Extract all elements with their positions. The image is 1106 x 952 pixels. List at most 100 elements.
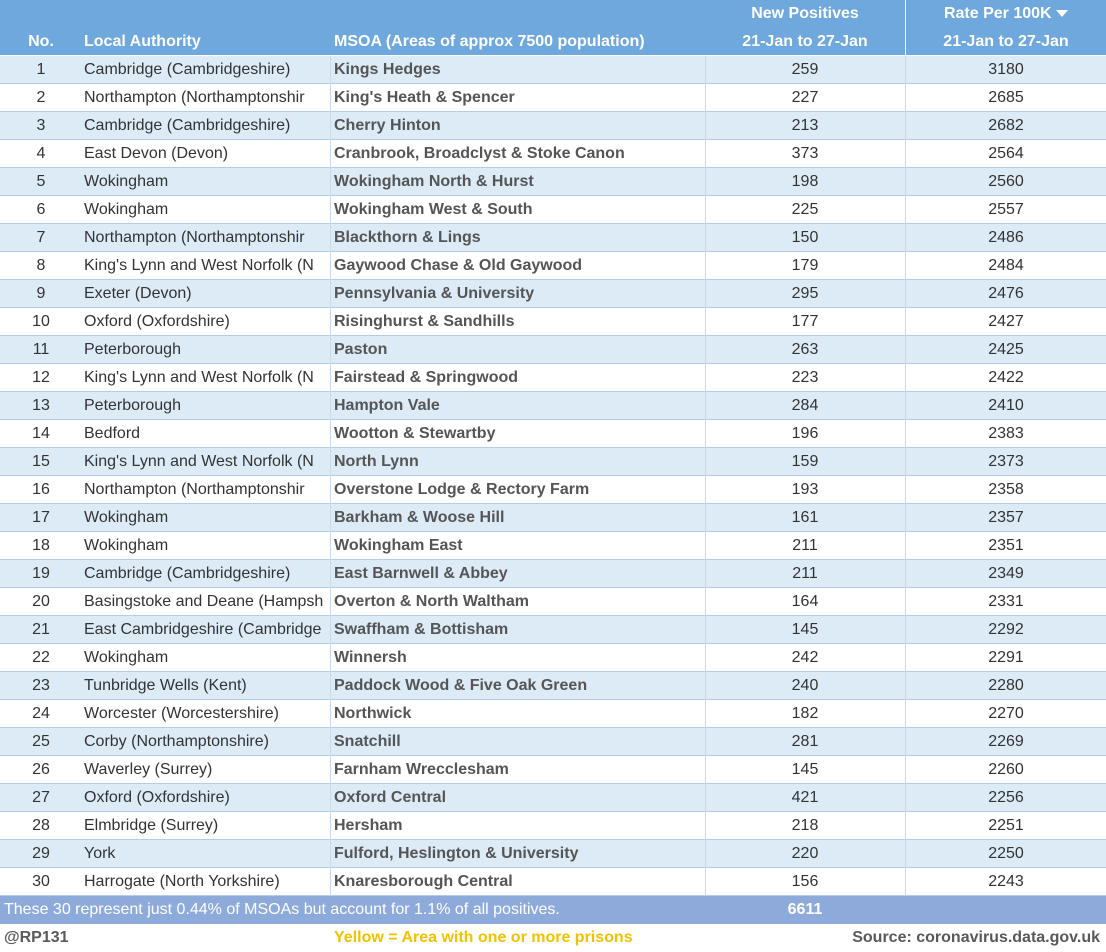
cell-no: 14 <box>32 425 50 442</box>
cell-positives: 193 <box>791 481 819 498</box>
cell-no: 6 <box>36 201 46 218</box>
cell-rate: 2270 <box>988 705 1024 722</box>
legend-note: Yellow = Area with one or more prisons <box>334 929 633 946</box>
cell-border <box>330 840 331 868</box>
cell-positives: 223 <box>791 369 819 386</box>
cell-border <box>905 364 906 392</box>
table-row: 18 Wokingham Wokingham East 211 2351 <box>0 532 1106 560</box>
cell-border <box>905 196 906 224</box>
cell-msoa: Barkham & Woose Hill <box>334 509 505 526</box>
cell-border <box>905 168 906 196</box>
cell-no: 18 <box>32 537 50 554</box>
table-row: 28 Elmbridge (Surrey) Hersham 218 2251 <box>0 812 1106 840</box>
cell-msoa: Paddock Wood & Five Oak Green <box>334 677 588 694</box>
table-row: 23 Tunbridge Wells (Kent) Paddock Wood & F… <box>0 672 1106 700</box>
cell-msoa: Cranbrook, Broadclyst & Stoke Canon <box>334 145 625 162</box>
cell-border <box>905 560 906 588</box>
cell-msoa: Swaffham & Bottisham <box>334 621 509 638</box>
cell-border <box>330 644 331 672</box>
cell-border <box>905 756 906 784</box>
cell-rate: 3180 <box>988 61 1024 78</box>
table-row: 14 Bedford Wootton & Stewartby 196 2383 <box>0 420 1106 448</box>
cell-border <box>705 868 706 896</box>
cell-border <box>905 644 906 672</box>
cell-border <box>905 308 906 336</box>
header-divider <box>905 0 906 55</box>
cell-positives: 177 <box>791 313 819 330</box>
cell-authority: Wokingham <box>84 649 169 666</box>
cell-rate: 2260 <box>988 761 1024 778</box>
cell-authority: Northampton (Northamptonshir <box>84 229 305 246</box>
table-row: 2 Northampton (Northamptonshir King's Heat… <box>0 84 1106 112</box>
cell-rate: 2349 <box>988 565 1024 582</box>
table-row: 4 East Devon (Devon) Cranbrook, Broadclyst… <box>0 140 1106 168</box>
cell-rate: 2243 <box>988 873 1024 890</box>
cell-no: 26 <box>32 761 50 778</box>
cell-authority: Wokingham <box>84 537 169 554</box>
cell-positives: 182 <box>791 705 819 722</box>
cell-rate: 2256 <box>988 789 1024 806</box>
table-row: 1 Cambridge (Cambridgeshire) Kings Hedges 2… <box>0 56 1106 84</box>
table-row: 12 King's Lynn and West Norfolk (N Fairste… <box>0 364 1106 392</box>
cell-rate: 2280 <box>988 677 1024 694</box>
cell-border <box>705 84 706 112</box>
cell-positives: 145 <box>791 621 819 638</box>
header-rate-text: Rate Per 100K <box>943 5 1052 22</box>
cell-border <box>705 224 706 252</box>
cell-border <box>905 84 906 112</box>
cell-msoa: Hampton Vale <box>334 397 440 414</box>
cell-border <box>705 504 706 532</box>
cell-border <box>905 56 906 84</box>
cell-msoa: Cherry Hinton <box>334 117 441 134</box>
cell-msoa: Hersham <box>334 817 403 834</box>
cell-border <box>905 336 906 364</box>
cell-border <box>330 56 331 84</box>
cell-border <box>330 784 331 812</box>
table-row: 8 King's Lynn and West Norfolk (N Gaywood … <box>0 252 1106 280</box>
cell-authority: Cambridge (Cambridgeshire) <box>84 61 291 78</box>
cell-positives: 179 <box>791 257 819 274</box>
cell-border <box>705 336 706 364</box>
cell-rate: 2410 <box>988 397 1024 414</box>
table-row: 9 Exeter (Devon) Pennsylvania & University… <box>0 280 1106 308</box>
cell-authority: Harrogate (North Yorkshire) <box>84 873 280 890</box>
cell-msoa: Winnersh <box>334 649 407 666</box>
cell-positives: 225 <box>791 201 819 218</box>
cell-no: 12 <box>32 369 50 386</box>
cell-positives: 164 <box>791 593 819 610</box>
cell-border <box>905 280 906 308</box>
cell-no: 1 <box>36 61 46 78</box>
header-rate[interactable]: Rate Per 100K <box>906 0 1106 27</box>
cell-authority: King's Lynn and West Norfolk (N <box>84 257 314 274</box>
cell-border <box>905 700 906 728</box>
cell-border <box>330 392 331 420</box>
cell-positives: 373 <box>791 145 819 162</box>
cell-msoa: North Lynn <box>334 453 419 470</box>
cell-no: 27 <box>32 789 50 806</box>
cell-positives: 281 <box>791 733 819 750</box>
cell-msoa: Fulford, Heslington & University <box>334 845 579 862</box>
cell-no: 30 <box>32 873 50 890</box>
cell-authority: Northampton (Northamptonshir <box>84 89 305 106</box>
cell-border <box>705 168 706 196</box>
table-row: 17 Wokingham Barkham & Woose Hill 161 2357 <box>0 504 1106 532</box>
header-positives: New Positives <box>751 5 859 22</box>
cell-msoa: Farnham Wrecclesham <box>334 761 509 778</box>
header-rate-period: 21-Jan to 27-Jan <box>943 33 1069 50</box>
cell-border <box>330 616 331 644</box>
cell-border <box>330 560 331 588</box>
cell-positives: 263 <box>791 341 819 358</box>
cell-border <box>905 672 906 700</box>
cell-border <box>330 448 331 476</box>
cell-rate: 2486 <box>988 229 1024 246</box>
cell-border <box>330 168 331 196</box>
cell-msoa: Wokingham West & South <box>334 201 533 218</box>
cell-border <box>330 280 331 308</box>
cell-authority: Wokingham <box>84 509 169 526</box>
table-row: 21 East Cambridgeshire (Cambridge Swaffham… <box>0 616 1106 644</box>
cell-authority: East Devon (Devon) <box>84 145 229 162</box>
cell-rate: 2250 <box>988 845 1024 862</box>
cell-border <box>330 308 331 336</box>
table-row: 7 Northampton (Northamptonshir Blackthorn … <box>0 224 1106 252</box>
cell-border <box>330 364 331 392</box>
